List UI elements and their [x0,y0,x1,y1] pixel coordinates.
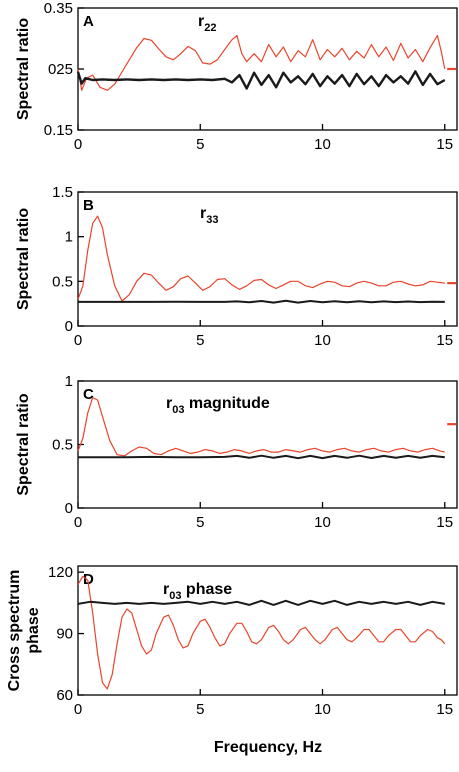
panel-a-y-tick-label: 0.15 [44,122,73,139]
panel-d-y-axis-label: Cross spectrum [6,570,23,692]
panel-c-x-tick-label: 5 [196,514,204,531]
panel-a-y-tick-label: 0.35 [44,0,73,17]
panel-c-y-tick-label: 1 [65,373,73,390]
panel-d-annotation: r03 phase [163,581,232,602]
panel-b-x-tick-label: 5 [196,332,204,349]
panel-d-y-tick-label: 60 [56,687,73,704]
panel-d-letter: D [83,571,94,588]
panel-a-x-tick-label: 10 [314,136,331,153]
panel-b-x-tick-label: 0 [74,332,82,349]
panel-a-frame [77,7,458,131]
panel-c-series-experimental-line [77,396,445,457]
panel-d-x-tick-label: 15 [436,701,453,718]
panel-d-x-tick-label: 5 [196,701,204,718]
panel-c-y-tick-label: 0 [65,500,73,517]
panel-d-series-experimental-line [77,575,446,690]
panel-d-x-tick-label: 0 [74,701,82,718]
panel-a-x-tick-label: 0 [74,136,82,153]
panel-b-x-tick-label: 10 [314,332,331,349]
panel-c-letter: C [83,386,94,403]
panel-a-series-control-line [76,70,446,90]
panel-c-x-tick-label: 10 [314,514,331,531]
panel-d-frame [77,565,458,696]
panel-c-y-axis-label: Spectral ratio [15,393,32,495]
panel-b-x-tick-label: 15 [436,332,453,349]
panel-c-x-tick-label: 0 [74,514,82,531]
panel-a-annotation: r22 [198,13,216,34]
panel-c-x-tick-label: 15 [436,514,453,531]
panel-b-y-tick-label: 0.5 [52,273,73,290]
panel-b-y-axis-label: Spectral ratio [15,208,32,310]
panel-d-y-axis-label: phase [25,607,42,653]
panel-a-x-tick-label: 15 [436,136,453,153]
panel-c-series-control-line [78,454,445,460]
panel-d-y-tick-label: 90 [56,626,73,643]
panel-b-y-tick-label: 1.5 [52,184,73,201]
panel-b-series-experimental-line [77,215,445,302]
panel-b-y-tick-label: 0 [65,318,73,335]
panel-a-series-experimental-line [77,34,446,91]
panel-c-y-tick-label: 0.5 [52,437,73,454]
panel-b-series-control-line [78,299,445,304]
x-axis-label: Frequency, Hz [214,739,322,756]
panel-a-x-tick-label: 5 [196,136,204,153]
panel-a-letter: A [83,13,94,30]
panel-a-y-axis-label: Spectral ratio [15,18,32,120]
panel-c-annotation: r03 magnitude [166,395,270,416]
panel-b-frame [77,191,458,327]
panel-a-y-tick-label: 025 [48,61,73,78]
panel-b-annotation: r33 [200,205,218,226]
panel-b-y-tick-label: 1 [65,229,73,246]
panel-d-x-tick-label: 10 [314,701,331,718]
panel-d-series-control-line [77,599,445,606]
panel-d-y-tick-label: 120 [48,564,73,581]
panel-b-letter: B [83,197,94,214]
